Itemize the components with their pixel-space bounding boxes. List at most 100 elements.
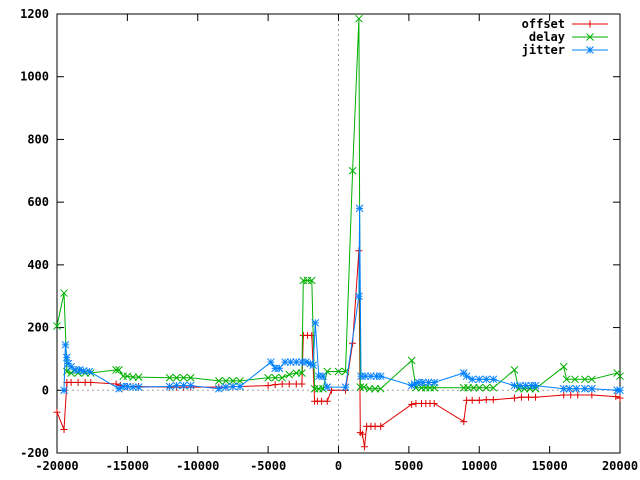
data-point-delay xyxy=(186,373,195,382)
x-tick-label: 10000 xyxy=(461,459,497,473)
data-point-offset xyxy=(323,397,331,405)
legend-marker-offset xyxy=(586,20,594,28)
data-point-offset xyxy=(285,380,293,388)
data-point-jitter xyxy=(482,375,491,384)
y-tick-label: 1000 xyxy=(20,70,49,84)
data-point-delay xyxy=(172,373,181,382)
data-point-delay xyxy=(334,367,343,376)
data-point-jitter xyxy=(319,372,327,381)
data-point-jitter xyxy=(67,362,75,371)
data-point-delay xyxy=(616,372,624,381)
data-point-jitter xyxy=(430,378,439,387)
data-point-jitter xyxy=(376,372,385,381)
data-point-delay xyxy=(469,383,478,392)
data-point-jitter xyxy=(61,340,70,349)
data-point-offset xyxy=(468,396,476,404)
data-point-jitter xyxy=(165,382,174,391)
data-point-offset xyxy=(460,418,468,426)
data-point-delay xyxy=(60,289,68,297)
x-tick-label: -5000 xyxy=(250,459,286,473)
series-layer xyxy=(53,14,624,451)
data-point-delay xyxy=(229,377,237,385)
data-point-jitter xyxy=(311,319,320,327)
data-point-jitter xyxy=(62,353,71,362)
data-point-delay xyxy=(587,375,596,384)
data-point-delay xyxy=(298,369,306,377)
data-point-offset xyxy=(298,380,306,388)
data-point-offset xyxy=(60,425,68,433)
series-delay xyxy=(53,14,624,393)
data-point-jitter xyxy=(134,383,143,392)
data-point-jitter xyxy=(186,381,195,390)
data-point-offset xyxy=(430,399,438,407)
x-tick-label: 5000 xyxy=(394,459,423,473)
axes: -20000 -15000 -10000 -5000 0 5000 10000 15000 20… xyxy=(20,7,638,473)
data-point-delay xyxy=(482,383,491,392)
data-point-offset xyxy=(482,396,490,404)
data-point-delay xyxy=(129,373,137,381)
data-point-offset xyxy=(377,422,385,430)
data-point-delay xyxy=(271,373,280,382)
legend-label: delay xyxy=(529,30,565,44)
legend-item-jitter: jitter xyxy=(522,43,608,57)
data-point-jitter xyxy=(281,358,289,366)
legend-marker-jitter xyxy=(586,46,594,54)
data-point-jitter xyxy=(60,386,68,395)
data-point-jitter xyxy=(275,364,284,373)
y-tick-label: 600 xyxy=(27,195,49,209)
data-point-offset xyxy=(358,430,366,438)
data-point-offset xyxy=(567,391,575,399)
data-point-offset xyxy=(560,391,568,399)
data-point-delay xyxy=(112,366,120,374)
data-point-jitter xyxy=(572,384,581,393)
data-point-delay xyxy=(236,377,244,385)
data-point-delay xyxy=(376,384,385,393)
data-point-delay xyxy=(67,369,75,377)
data-point-offset xyxy=(612,393,620,401)
y-tick-label: 400 xyxy=(27,258,49,272)
data-point-jitter xyxy=(341,383,350,392)
data-point-jitter xyxy=(587,384,596,393)
y-tick-label: 800 xyxy=(27,132,49,146)
y-tick-label: 200 xyxy=(27,321,49,335)
data-point-delay xyxy=(355,14,363,23)
data-point-delay xyxy=(307,276,316,285)
series-jitter xyxy=(60,204,624,395)
data-point-jitter xyxy=(267,358,275,366)
data-point-offset xyxy=(489,396,497,404)
data-point-delay xyxy=(356,383,365,392)
data-point-delay xyxy=(348,166,357,175)
data-point-delay xyxy=(407,356,416,365)
data-point-jitter xyxy=(323,383,332,392)
data-point-offset xyxy=(408,400,416,408)
data-point-delay xyxy=(489,383,498,392)
x-tick-label: -15000 xyxy=(106,459,149,473)
data-point-jitter xyxy=(616,386,624,395)
data-point-jitter xyxy=(531,381,540,390)
y-tick-label: 0 xyxy=(42,383,49,397)
data-point-offset xyxy=(327,386,335,394)
data-point-delay xyxy=(365,384,374,393)
data-point-jitter xyxy=(419,378,427,387)
data-point-delay xyxy=(559,362,568,371)
data-point-offset xyxy=(588,391,596,399)
data-point-jitter xyxy=(215,384,223,393)
data-point-delay xyxy=(292,369,301,377)
legend-label: offset xyxy=(522,17,565,31)
data-point-offset xyxy=(53,408,61,416)
data-point-delay xyxy=(165,373,174,382)
data-point-delay xyxy=(371,384,379,393)
data-point-delay xyxy=(475,383,484,392)
legend-marker-delay xyxy=(586,33,594,41)
data-point-jitter xyxy=(475,375,484,384)
data-point-jitter xyxy=(129,383,137,392)
data-point-offset xyxy=(517,393,525,401)
data-point-offset xyxy=(264,382,272,390)
data-point-offset xyxy=(67,378,75,386)
data-point-offset xyxy=(74,378,82,386)
data-point-offset xyxy=(361,443,369,451)
data-point-offset xyxy=(574,391,582,399)
data-point-delay xyxy=(222,377,230,385)
series-line-jitter xyxy=(63,208,620,391)
